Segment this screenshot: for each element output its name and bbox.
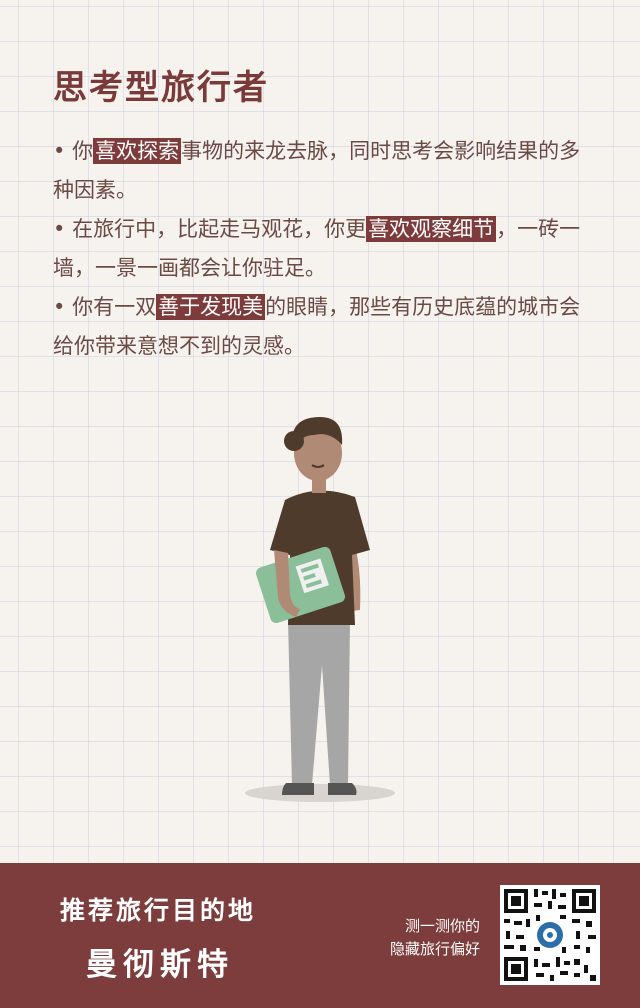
test-prompt: 测一测你的 隐藏旅行偏好	[390, 915, 480, 961]
pants	[288, 620, 350, 785]
paragraph-1: • 你喜欢探索事物的来龙去脉，同时思考会影响结果的多种因素。	[53, 132, 593, 210]
test-line-2: 隐藏旅行偏好	[389, 940, 480, 958]
head	[294, 425, 342, 481]
paragraph-text: ，一砖一墙，一景一画都会让你驻足。	[53, 217, 581, 280]
paragraph-text: 的眼睛，那些有历史底蕴的城市会给你带来意想不到的灵感。	[53, 295, 581, 358]
bullet: •	[53, 295, 66, 319]
recommend-label: 推荐旅行目的地	[60, 896, 257, 925]
mustache	[311, 464, 325, 468]
page-title: 思考型旅行者	[53, 68, 269, 108]
test-line-1: 测一测你的	[404, 917, 480, 935]
paragraph-text: 事物的来龙去脉，同时思考会影响结果的多种因素。	[53, 139, 581, 202]
qr-code-icon[interactable]	[500, 885, 600, 985]
footer-banner: 推荐旅行目的地 曼彻斯特 测一测你的 隐藏旅行偏好	[0, 863, 640, 1008]
destination-city: 曼彻斯特	[86, 947, 234, 983]
paragraph-3: • 你有一双善于发现美的眼睛，那些有历史底蕴的城市会给你带来意想不到的灵感。	[53, 288, 593, 366]
traveler-illustration	[245, 417, 395, 802]
figure-shadow	[245, 784, 395, 802]
hair-curl	[284, 431, 304, 451]
hair	[291, 417, 343, 449]
paragraph-text: 你	[65, 139, 94, 163]
paragraph-2: • 在旅行中，比起走马观花，你更喜欢观察细节，一砖一墙，一景一画都会让你驻足。	[53, 210, 593, 288]
highlight: 喜欢探索	[93, 138, 182, 164]
left-arm	[274, 550, 300, 617]
paragraph-text: 你有一双	[65, 295, 157, 319]
right-shoe	[328, 783, 357, 795]
bullet: •	[53, 139, 66, 163]
paragraph-text: 在旅行中，比起走马观花，你更	[65, 217, 367, 241]
bullet: •	[53, 217, 66, 241]
description: • 你喜欢探索事物的来龙去脉，同时思考会影响结果的多种因素。 • 在旅行中，比起…	[53, 132, 593, 366]
highlight: 善于发现美	[156, 294, 266, 320]
left-shoe	[282, 783, 314, 795]
highlight: 喜欢观察细节	[366, 216, 497, 242]
